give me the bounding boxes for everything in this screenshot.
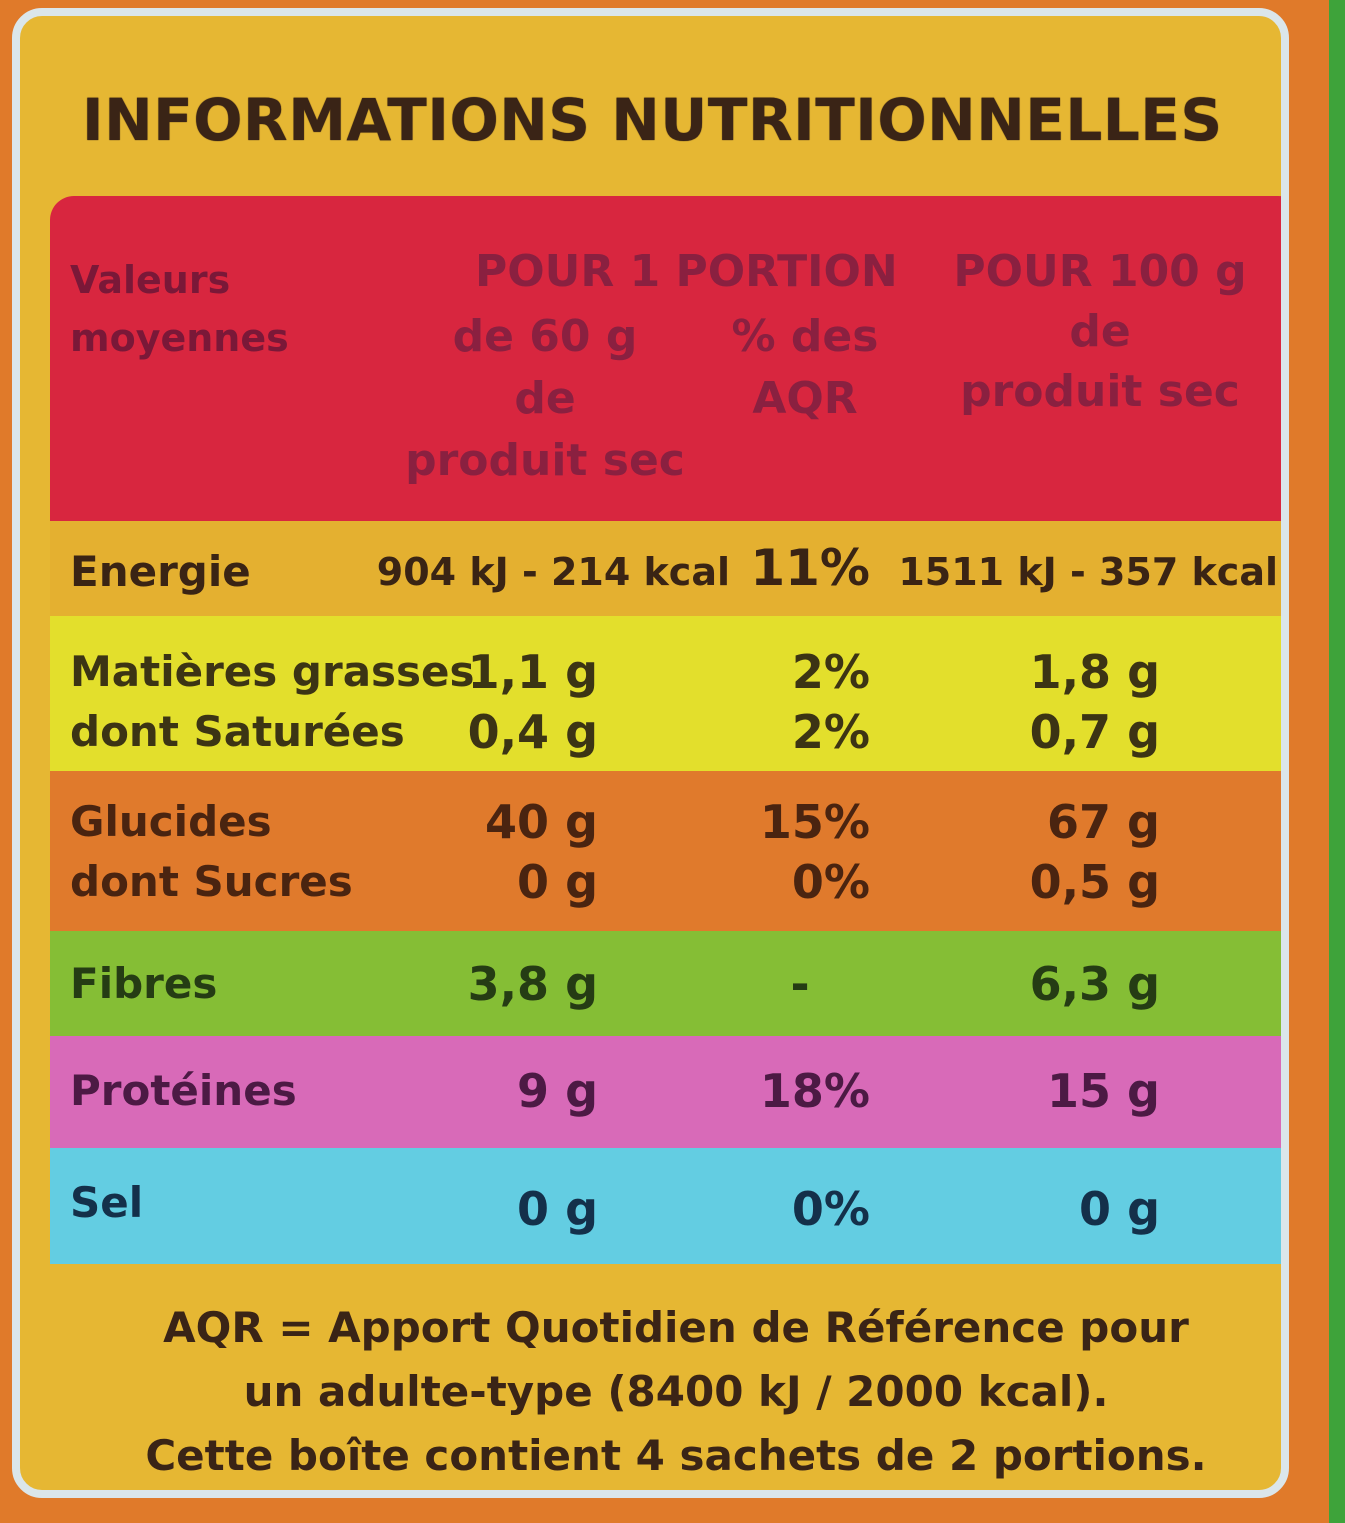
energy-label: Energie (70, 547, 251, 596)
sugars-pct: 0% (791, 855, 870, 909)
nutrition-table: Valeurs moyennes POUR 1 PORTION de 60 g … (50, 196, 1281, 1264)
sugars-label: dont Sucres (70, 857, 353, 906)
protein-portion: 9 g (517, 1064, 598, 1118)
fibre-pct: - (790, 957, 810, 1011)
header-col2-line2: de (514, 373, 576, 424)
panel-title: INFORMATIONS NUTRITIONNELLES (82, 86, 1223, 154)
energy-pct: 11% (750, 539, 870, 597)
salt-per100: 0 g (1079, 1182, 1160, 1236)
fibre-portion: 3,8 g (467, 957, 598, 1011)
table-header: Valeurs moyennes POUR 1 PORTION de 60 g … (50, 196, 1281, 521)
fat-portion: 1,1 g (467, 645, 598, 699)
row-carbs: Glucides dont Sucres 40 g 0 g 15% 0% 67 … (50, 771, 1281, 931)
header-portion-title: POUR 1 PORTION (475, 246, 898, 297)
energy-portion: 904 kJ - 214 kcal (376, 550, 730, 594)
fibre-per100: 6,3 g (1029, 957, 1160, 1011)
header-col3-line1: % des (731, 311, 879, 362)
energy-per100: 1511 kJ - 357 kcal (898, 550, 1278, 594)
header-col1-line2: moyennes (70, 316, 289, 360)
header-col2-line1: de 60 g (452, 311, 638, 362)
footnote-line2: un adulte-type (8400 kJ / 2000 kcal). (243, 1367, 1109, 1416)
nutrition-panel: INFORMATIONS NUTRITIONNELLES Valeurs moy… (12, 8, 1289, 1498)
fibre-label: Fibres (70, 959, 218, 1008)
carbs-label: Glucides (70, 797, 272, 846)
green-border-strip (1329, 0, 1345, 1523)
salt-pct: 0% (791, 1182, 870, 1236)
saturated-pct: 2% (791, 705, 870, 759)
carbs-pct: 15% (759, 795, 870, 849)
footnote: AQR = Apport Quotidien de Référence pour… (50, 1296, 1281, 1488)
carbs-per100: 67 g (1047, 795, 1160, 849)
saturated-per100: 0,7 g (1029, 705, 1160, 759)
header-col3-line2: AQR (752, 373, 858, 424)
protein-per100: 15 g (1047, 1064, 1160, 1118)
header-col1-line1: Valeurs (70, 258, 231, 302)
fat-per100: 1,8 g (1029, 645, 1160, 699)
header-col4-line3: produit sec (960, 366, 1240, 417)
footnote-line3: Cette boîte contient 4 sachets de 2 port… (145, 1431, 1207, 1480)
fat-label: Matières grasses (70, 647, 475, 696)
row-protein: Protéines 9 g 18% 15 g (50, 1036, 1281, 1148)
row-salt: Sel 0 g 0% 0 g (50, 1148, 1281, 1264)
header-col4-line1: POUR 100 g (953, 246, 1247, 297)
carbs-portion: 40 g (485, 795, 598, 849)
header-col2-line3: produit sec (405, 435, 685, 486)
protein-pct: 18% (759, 1064, 870, 1118)
header-col4-line2: de (1069, 306, 1131, 357)
protein-label: Protéines (70, 1066, 297, 1115)
saturated-portion: 0,4 g (467, 705, 598, 759)
fat-pct: 2% (791, 645, 870, 699)
row-fibre: Fibres 3,8 g - 6,3 g (50, 931, 1281, 1036)
row-fat: Matières grasses dont Saturées 1,1 g 0,4… (50, 616, 1281, 771)
salt-label: Sel (70, 1178, 144, 1227)
salt-portion: 0 g (517, 1182, 598, 1236)
row-energy: Energie 904 kJ - 214 kcal 11% 1511 kJ - … (50, 521, 1281, 616)
sugars-per100: 0,5 g (1029, 855, 1160, 909)
sugars-portion: 0 g (517, 855, 598, 909)
saturated-label: dont Saturées (70, 707, 405, 756)
footnote-line1: AQR = Apport Quotidien de Référence pour (163, 1303, 1189, 1352)
